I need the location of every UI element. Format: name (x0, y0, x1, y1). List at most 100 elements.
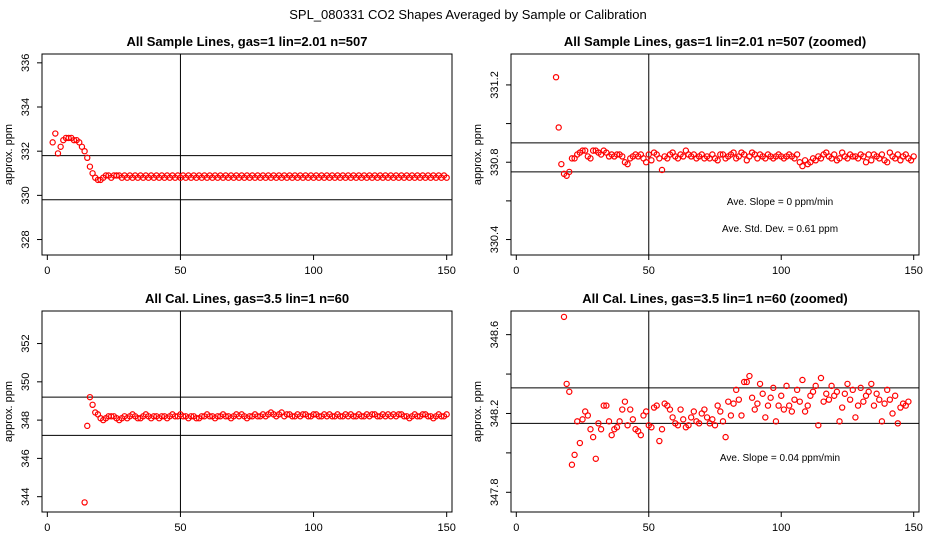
data-point (725, 398, 732, 405)
data-point (581, 147, 589, 154)
y-tick-label: 330 (20, 186, 32, 204)
data-point (600, 402, 607, 409)
data-point (624, 160, 631, 168)
data-point (703, 414, 711, 421)
chart-panel-4: All Cal. Lines, gas=3.5 lin=1 n=60 (zoom… (472, 291, 923, 534)
y-tick-label: 346 (20, 449, 32, 467)
data-point (629, 416, 637, 423)
data-point (150, 413, 158, 420)
data-point (878, 418, 886, 425)
y-tick-label: 347.8 (489, 479, 501, 507)
data-point (358, 413, 365, 420)
data-point (860, 153, 867, 160)
chart-title: All Sample Lines, gas=1 lin=2.01 n=507 (… (564, 34, 866, 49)
data-point (868, 157, 875, 164)
data-point (419, 411, 426, 418)
data-point (791, 396, 798, 403)
y-tick-label: 348.2 (489, 400, 501, 428)
data-point (740, 378, 748, 386)
data-point (637, 431, 645, 439)
data-point (730, 400, 737, 407)
data-point (299, 411, 307, 418)
y-tick-label: 352 (20, 334, 32, 352)
data-point (336, 413, 344, 420)
data-point (772, 418, 780, 425)
x-tick-label: 0 (44, 522, 50, 534)
data-point (884, 159, 891, 166)
x-tick-label: 150 (437, 522, 455, 534)
annotation: Ave. Std. Dev. = 0.61 ppm (722, 224, 838, 235)
data-point (566, 388, 573, 395)
data-point (65, 134, 72, 142)
data-point (669, 414, 676, 421)
data-point (868, 380, 875, 388)
y-tick-label: 350 (20, 373, 32, 391)
data-point (838, 404, 846, 411)
data-point (254, 413, 261, 420)
data-point (592, 455, 599, 462)
data-point (746, 372, 753, 380)
data-point (796, 398, 803, 405)
data-point (616, 418, 623, 425)
data-point (563, 380, 570, 388)
data-point (656, 155, 663, 162)
data-point (624, 422, 631, 429)
data-point (78, 143, 86, 150)
data-point (767, 394, 774, 401)
data-point (788, 408, 796, 415)
chart-title: All Cal. Lines, gas=3.5 lin=1 n=60 (145, 291, 349, 306)
data-series (49, 130, 450, 184)
data-point (884, 386, 891, 394)
y-tick-label: 332 (20, 142, 32, 160)
data-point (743, 378, 750, 386)
data-point (823, 390, 830, 397)
data-point (579, 416, 586, 423)
data-point (576, 439, 584, 447)
plot-frame (41, 310, 453, 513)
data-point (801, 408, 809, 415)
data-point (289, 413, 296, 420)
data-point (206, 413, 213, 420)
data-point (608, 431, 615, 439)
data-point (179, 413, 187, 420)
data-point (820, 398, 827, 405)
data-point (701, 406, 708, 413)
data-point (891, 392, 899, 399)
data-point (587, 155, 594, 162)
data-point (283, 411, 291, 418)
data-point (613, 424, 621, 431)
data-point (76, 139, 83, 146)
data-point (717, 408, 724, 415)
data-point (804, 402, 811, 409)
data-point (89, 401, 96, 408)
data-point (722, 433, 729, 441)
data-point (873, 390, 880, 397)
data-point (759, 390, 766, 397)
data-point (709, 416, 716, 423)
data-point (727, 412, 735, 419)
data-point (685, 422, 692, 429)
data-point (865, 388, 872, 395)
data-point (555, 124, 562, 131)
data-point (648, 424, 655, 431)
data-point (815, 422, 822, 429)
data-point (414, 413, 421, 420)
data-point (714, 157, 721, 164)
data-point (844, 380, 851, 388)
chart-panel-3: All Cal. Lines, gas=3.5 lin=1 n=60 0 50 100… (3, 291, 456, 534)
data-point (865, 151, 872, 158)
data-point (876, 396, 883, 403)
data-point (849, 153, 856, 160)
data-point (658, 426, 666, 433)
data-point (214, 413, 221, 420)
data-point (740, 151, 748, 158)
data-point (735, 396, 743, 403)
data-point (831, 151, 838, 158)
data-point (793, 386, 801, 394)
data-point (778, 392, 785, 399)
data-point (84, 422, 91, 430)
data-point (84, 154, 91, 162)
y-axis-label: approx. ppm (3, 124, 15, 185)
data-point (587, 426, 594, 433)
data-point (584, 412, 592, 419)
